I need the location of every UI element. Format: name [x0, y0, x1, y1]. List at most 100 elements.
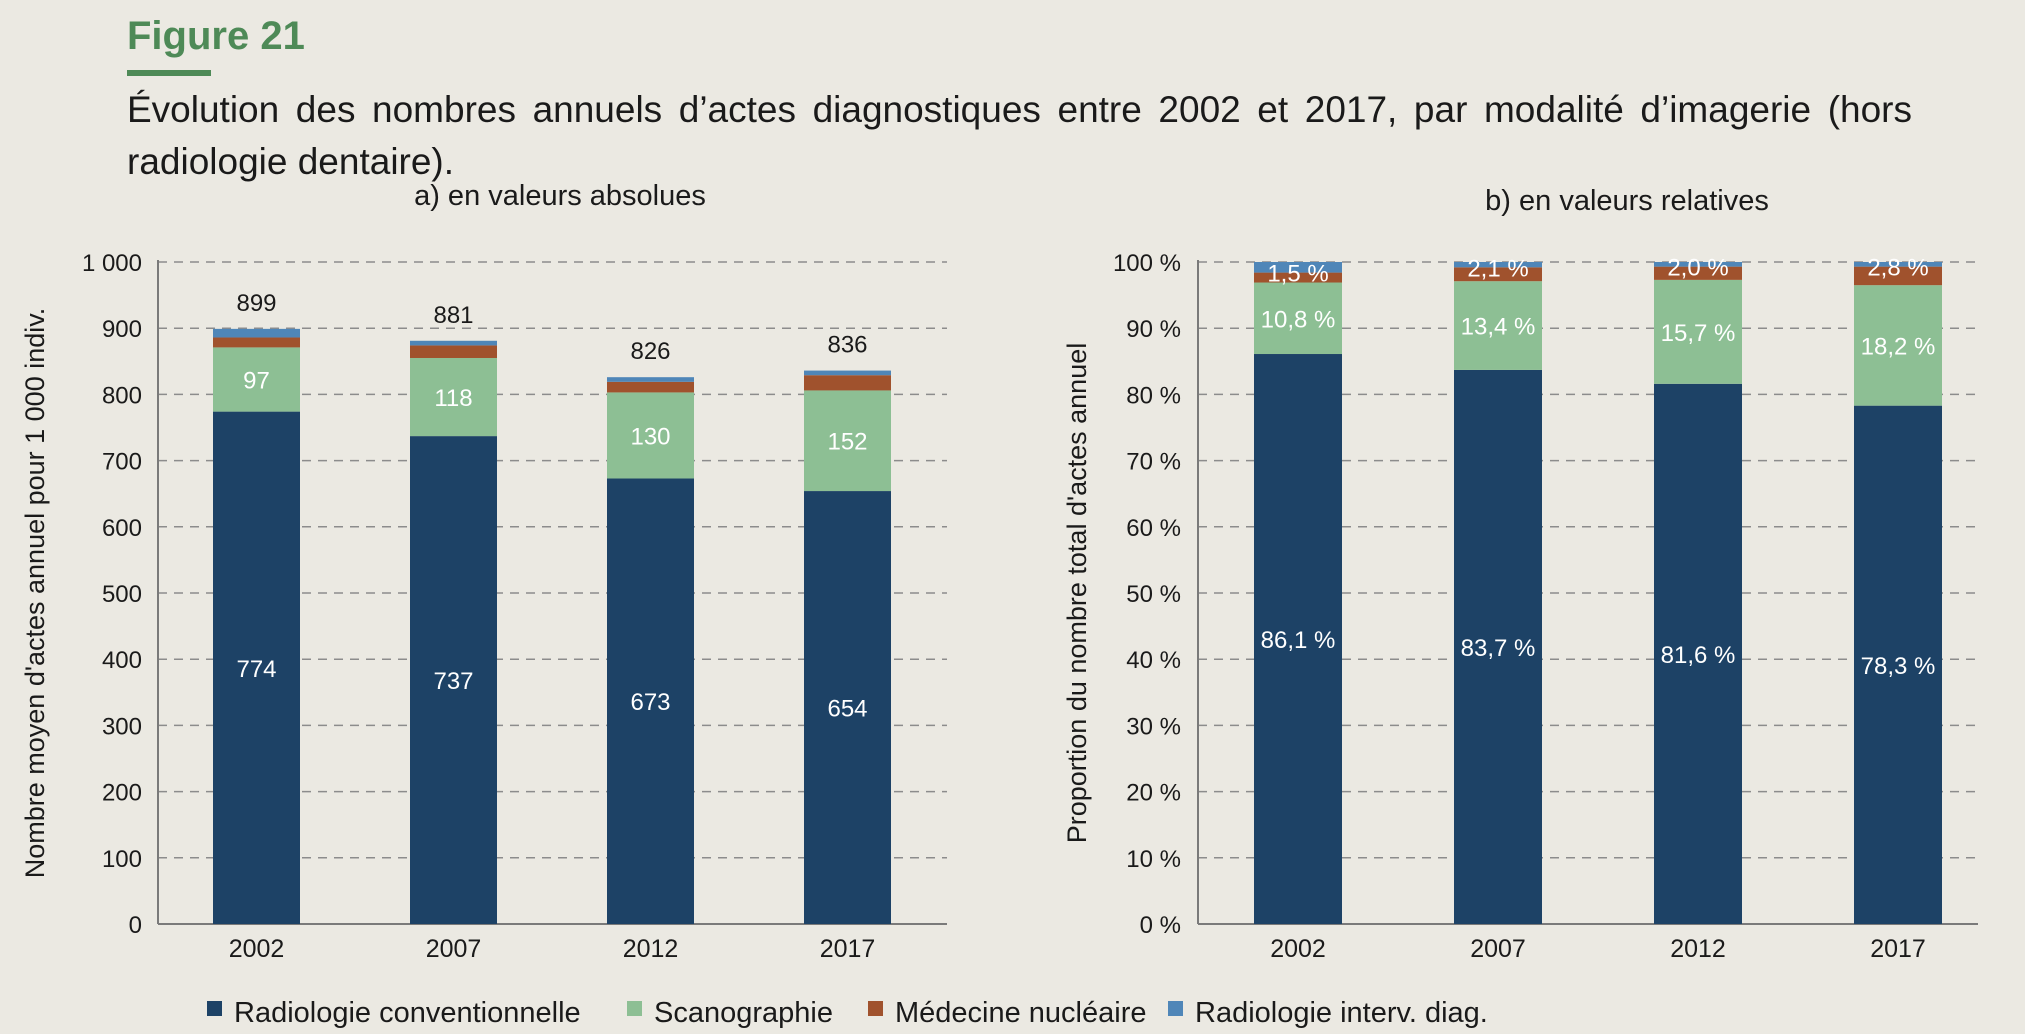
bar-segment-0 [1854, 405, 1942, 924]
bar-segment-1 [1654, 279, 1742, 384]
y-tick-label: 100 % [1113, 250, 1181, 277]
bar-data-label: 2,1 % [1467, 255, 1528, 282]
y-tick-label: 80 % [1126, 382, 1181, 409]
bar-segment-2 [410, 345, 497, 358]
y-tick-label: 700 [102, 449, 142, 476]
y-tick-label: 70 % [1126, 449, 1181, 476]
y-axis-label: Nombre moyen d'actes annuel pour 1 000 i… [20, 308, 50, 879]
y-tick-label: 20 % [1126, 780, 1181, 807]
bar-data-label: 774 [236, 656, 276, 683]
bar-total-label: 826 [630, 338, 670, 365]
y-tick-label: 40 % [1126, 647, 1181, 674]
chart-panel-relative: b) en valeurs relatives Proportion du nom… [1062, 185, 1978, 963]
bar-data-label: 78,3 % [1861, 653, 1936, 680]
bar-segment-1 [1254, 282, 1342, 355]
bar-segment-3 [1454, 262, 1542, 268]
bar-total-label: 899 [236, 290, 276, 317]
bar-total-label: 881 [433, 302, 473, 329]
bar-segment-0 [607, 478, 694, 924]
y-axis-label: Proportion du nombre total d'actes annue… [1062, 343, 1092, 843]
x-tick-label: 2002 [1270, 935, 1326, 963]
bar-data-label: 10,8 % [1261, 306, 1336, 333]
x-tick-label: 2007 [426, 935, 482, 963]
bar-total-label: 836 [827, 332, 867, 359]
y-tick-label: 1 000 [82, 250, 142, 277]
bar-segment-3 [1254, 262, 1342, 273]
bar-segment-1 [1854, 285, 1942, 406]
figure-label-underline [127, 70, 211, 76]
bar-segment-3 [607, 377, 694, 382]
y-tick-label: 300 [102, 713, 142, 740]
bar-data-label: 86,1 % [1261, 627, 1336, 654]
y-tick-label: 60 % [1126, 515, 1181, 542]
bar-segment-3 [1854, 262, 1942, 267]
bar-segment-1 [607, 392, 694, 479]
legend-swatch [207, 1001, 222, 1016]
x-tick-label: 2012 [1670, 935, 1726, 963]
bar-segment-2 [607, 381, 694, 393]
bar-data-label: 81,6 % [1661, 642, 1736, 669]
y-tick-label: 50 % [1126, 581, 1181, 608]
bar-segment-0 [1454, 369, 1542, 924]
bar-data-label: 130 [630, 423, 670, 450]
bar-data-label: 15,7 % [1661, 320, 1736, 347]
bar-data-label: 2,8 % [1867, 255, 1928, 282]
chart-title: a) en valeurs absolues [414, 180, 706, 212]
bar-data-label: 737 [433, 668, 473, 695]
y-tick-label: 30 % [1126, 713, 1181, 740]
y-tick-label: 400 [102, 647, 142, 674]
bar-segment-1 [804, 390, 891, 492]
bar-segment-3 [410, 340, 497, 346]
figure-label: Figure 21 [127, 14, 305, 58]
bar-data-label: 1,5 % [1267, 261, 1328, 288]
bar-data-label: 118 [434, 385, 472, 412]
y-tick-label: 100 [102, 846, 142, 873]
x-tick-label: 2012 [623, 935, 679, 963]
y-tick-label: 800 [102, 382, 142, 409]
y-tick-label: 900 [102, 316, 142, 343]
bar-data-label: 152 [827, 429, 867, 456]
bar-segment-2 [213, 337, 300, 348]
bar-segment-1 [410, 357, 497, 437]
bar-segment-2 [1654, 266, 1742, 280]
chart-title: b) en valeurs relatives [1485, 185, 1769, 217]
bar-segment-2 [1254, 272, 1342, 283]
bar-segment-3 [213, 328, 300, 338]
y-tick-label: 0 % [1140, 912, 1181, 939]
bar-segment-0 [1254, 354, 1342, 924]
chart-panel-absolute: a) en valeurs absolues Nombre moyen d'act… [20, 180, 947, 963]
x-tick-label: 2007 [1470, 935, 1526, 963]
bar-segment-0 [213, 411, 300, 924]
x-tick-label: 2017 [820, 935, 876, 963]
bar-segment-1 [213, 347, 300, 412]
bar-segment-3 [1654, 262, 1742, 267]
x-tick-label: 2017 [1870, 935, 1926, 963]
y-tick-label: 600 [102, 515, 142, 542]
figure-title: Évolution des nombres annuels d’actes di… [127, 89, 1912, 182]
chart-legend: Radiologie conventionnelle Scanographie Mé… [207, 997, 1488, 1029]
bar-segment-3 [804, 370, 891, 376]
legend-swatch [627, 1001, 642, 1016]
bar-segment-1 [1454, 281, 1542, 370]
x-tick-label: 2002 [229, 935, 285, 963]
legend-label: Médecine nucléaire [895, 997, 1146, 1029]
legend-label: Scanographie [654, 997, 833, 1029]
bar-segment-2 [804, 375, 891, 391]
bar-data-label: 654 [827, 696, 867, 723]
bar-segment-0 [1654, 383, 1742, 925]
bar-segment-2 [1454, 267, 1542, 282]
bar-data-label: 18,2 % [1861, 333, 1936, 360]
legend-label: Radiologie conventionnelle [234, 997, 581, 1029]
bar-data-label: 97 [243, 368, 270, 395]
y-tick-label: 0 [129, 912, 142, 939]
bar-data-label: 673 [630, 689, 670, 716]
bar-segment-0 [804, 491, 891, 924]
bar-segment-0 [410, 436, 497, 924]
legend-label: Radiologie interv. diag. [1195, 997, 1488, 1029]
legend-swatch [868, 1001, 883, 1016]
y-tick-label: 500 [102, 581, 142, 608]
y-tick-label: 90 % [1126, 316, 1181, 343]
bar-data-label: 13,4 % [1461, 314, 1536, 341]
y-tick-label: 200 [102, 780, 142, 807]
